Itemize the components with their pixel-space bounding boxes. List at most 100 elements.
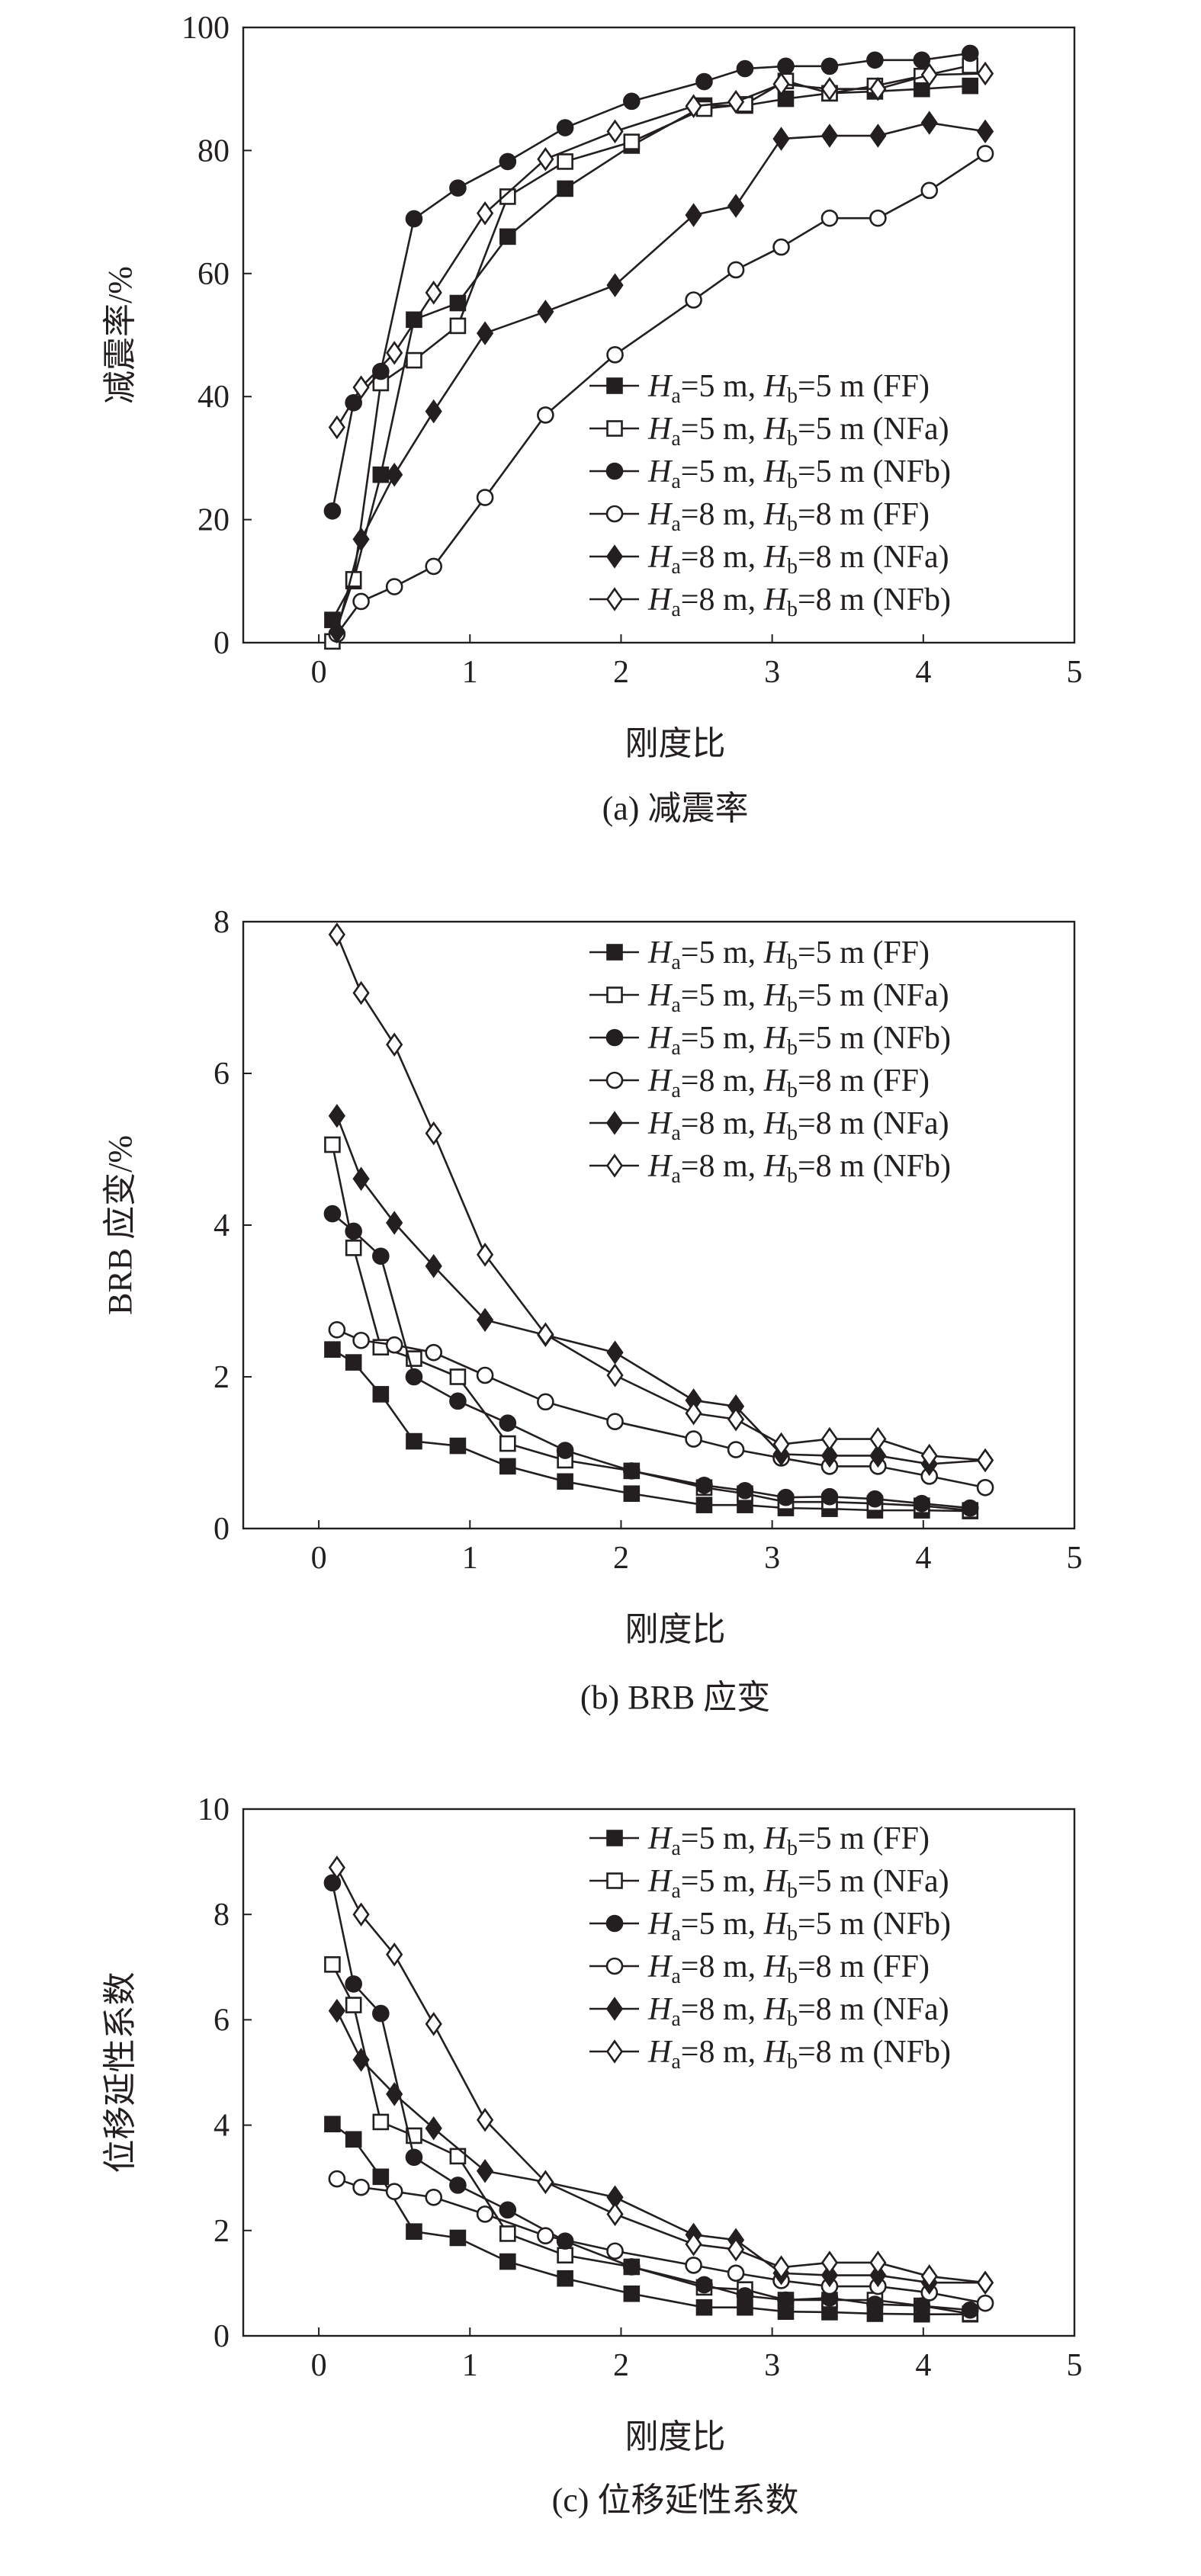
legend-text-part: =8 m, <box>681 1992 764 2027</box>
data-point <box>352 527 370 552</box>
legend-h-symbol: H <box>763 1149 789 1184</box>
legend-label: Ha=5 m, Hb=5 m (NFa) <box>647 412 949 451</box>
data-point <box>449 2229 467 2247</box>
data-point <box>372 2004 390 2023</box>
legend-label: Ha=5 m, Hb=5 m (NFa) <box>647 978 949 1017</box>
legend-h-symbol: H <box>647 1907 673 1942</box>
data-point <box>449 294 467 312</box>
data-point <box>406 1432 422 1450</box>
legend-marker <box>606 377 623 394</box>
legend-text-part: =8 m, <box>681 1949 764 1984</box>
x-tick-label: 0 <box>311 2348 327 2383</box>
data-point <box>345 2131 362 2148</box>
data-point <box>606 346 624 364</box>
data-point <box>499 2225 516 2242</box>
data-point <box>352 375 370 399</box>
y-tick-label: 2 <box>214 2214 230 2249</box>
legend-item: Ha=5 m, Hb=5 m (NFa) <box>589 978 949 1017</box>
y-tick-label: 0 <box>214 2319 230 2354</box>
data-point <box>869 1426 887 1452</box>
data-point <box>323 1205 342 1223</box>
legend-subscript: a <box>671 512 681 536</box>
legend-subscript: b <box>787 1164 798 1188</box>
legend-item: Ha=5 m, Hb=5 m (FF) <box>589 1821 930 1860</box>
series-2 <box>323 1874 979 2319</box>
legend-text-part: =8 m, <box>681 540 764 575</box>
legend-subscript: a <box>671 1036 681 1060</box>
data-point <box>328 2170 346 2188</box>
data-point <box>727 89 745 114</box>
legend-item: Ha=8 m, Hb=8 m (NFb) <box>589 1149 951 1188</box>
legend-marker <box>605 1914 624 1933</box>
legend-item: Ha=8 m, Hb=8 m (NFa) <box>589 540 949 579</box>
legend-label: Ha=8 m, Hb=8 m (FF) <box>647 1949 930 1988</box>
y-axis-label: 减震率/% <box>101 266 139 404</box>
series-5 <box>328 1855 994 2295</box>
data-point <box>499 1458 516 1475</box>
legend-h-symbol: H <box>647 1992 673 2027</box>
series-3 <box>328 1321 994 1497</box>
data-point <box>372 1386 390 1403</box>
data-point <box>537 146 554 172</box>
legend-text-part: =5 m, <box>681 1821 764 1856</box>
legend-subscript: a <box>671 1079 681 1102</box>
data-point <box>772 2255 790 2279</box>
data-point <box>352 1902 370 1926</box>
data-point <box>499 188 516 205</box>
data-point <box>425 1253 442 1278</box>
x-axis-label: 刚度比 <box>625 1611 726 1648</box>
data-point <box>386 341 403 365</box>
data-point <box>556 119 574 136</box>
data-point <box>328 1998 345 2023</box>
legend-subscript: a <box>671 2050 681 2074</box>
legend-marker <box>605 1071 624 1089</box>
data-point <box>352 592 370 611</box>
data-point <box>685 291 702 309</box>
data-point <box>425 281 442 305</box>
legend-h-symbol: H <box>647 1063 673 1099</box>
data-point <box>499 2201 517 2219</box>
legend-item: Ha=8 m, Hb=8 m (NFb) <box>589 582 951 621</box>
legend-h-symbol: H <box>763 1021 789 1056</box>
data-point <box>869 209 887 227</box>
data-point <box>736 59 754 78</box>
legend-label: Ha=5 m, Hb=5 m (NFb) <box>647 1021 951 1060</box>
legend-h-symbol: H <box>763 497 789 532</box>
data-point <box>328 1103 345 1128</box>
legend-text-part: =8 m, <box>681 582 764 618</box>
data-point <box>976 2270 994 2295</box>
data-point <box>499 152 517 171</box>
legend-subscript: b <box>787 993 798 1017</box>
legend-h-symbol: H <box>763 1821 789 1856</box>
legend-text-part: =8 m, <box>681 1149 764 1184</box>
legend-marker <box>606 1830 623 1846</box>
legend-h-symbol: H <box>763 1864 789 1899</box>
legend-text-part: =5 m (FF) <box>798 369 930 404</box>
legend-label: Ha=8 m, Hb=8 m (FF) <box>647 1063 930 1102</box>
legend: Ha=5 m, Hb=5 m (FF)Ha=5 m, Hb=5 m (NFa)H… <box>589 935 951 1188</box>
data-point <box>623 2258 641 2276</box>
legend-h-symbol: H <box>647 412 673 447</box>
series-2 <box>323 44 979 520</box>
legend-h-symbol: H <box>763 2035 789 2070</box>
legend-subscript: a <box>671 427 681 451</box>
data-point <box>385 578 403 595</box>
legend-label: Ha=5 m, Hb=5 m (NFb) <box>647 1907 951 1946</box>
legend: Ha=5 m, Hb=5 m (FF)Ha=5 m, Hb=5 m (NFa)H… <box>589 1821 951 2074</box>
data-point <box>386 1942 403 1967</box>
data-point <box>606 2242 624 2260</box>
legend-marker <box>605 1028 624 1047</box>
data-point <box>869 124 887 148</box>
legend-h-symbol: H <box>647 978 673 1013</box>
data-point <box>476 489 494 506</box>
data-point <box>606 1340 624 1365</box>
data-point <box>352 1331 370 1349</box>
data-point <box>557 153 573 170</box>
legend-h-symbol: H <box>763 1063 789 1099</box>
x-tick-label: 5 <box>1067 655 1083 690</box>
y-tick-label: 8 <box>214 905 230 940</box>
data-point <box>727 2237 745 2262</box>
legend-subscript: b <box>787 1079 798 1102</box>
series-3 <box>328 145 994 643</box>
data-point <box>606 1363 624 1387</box>
